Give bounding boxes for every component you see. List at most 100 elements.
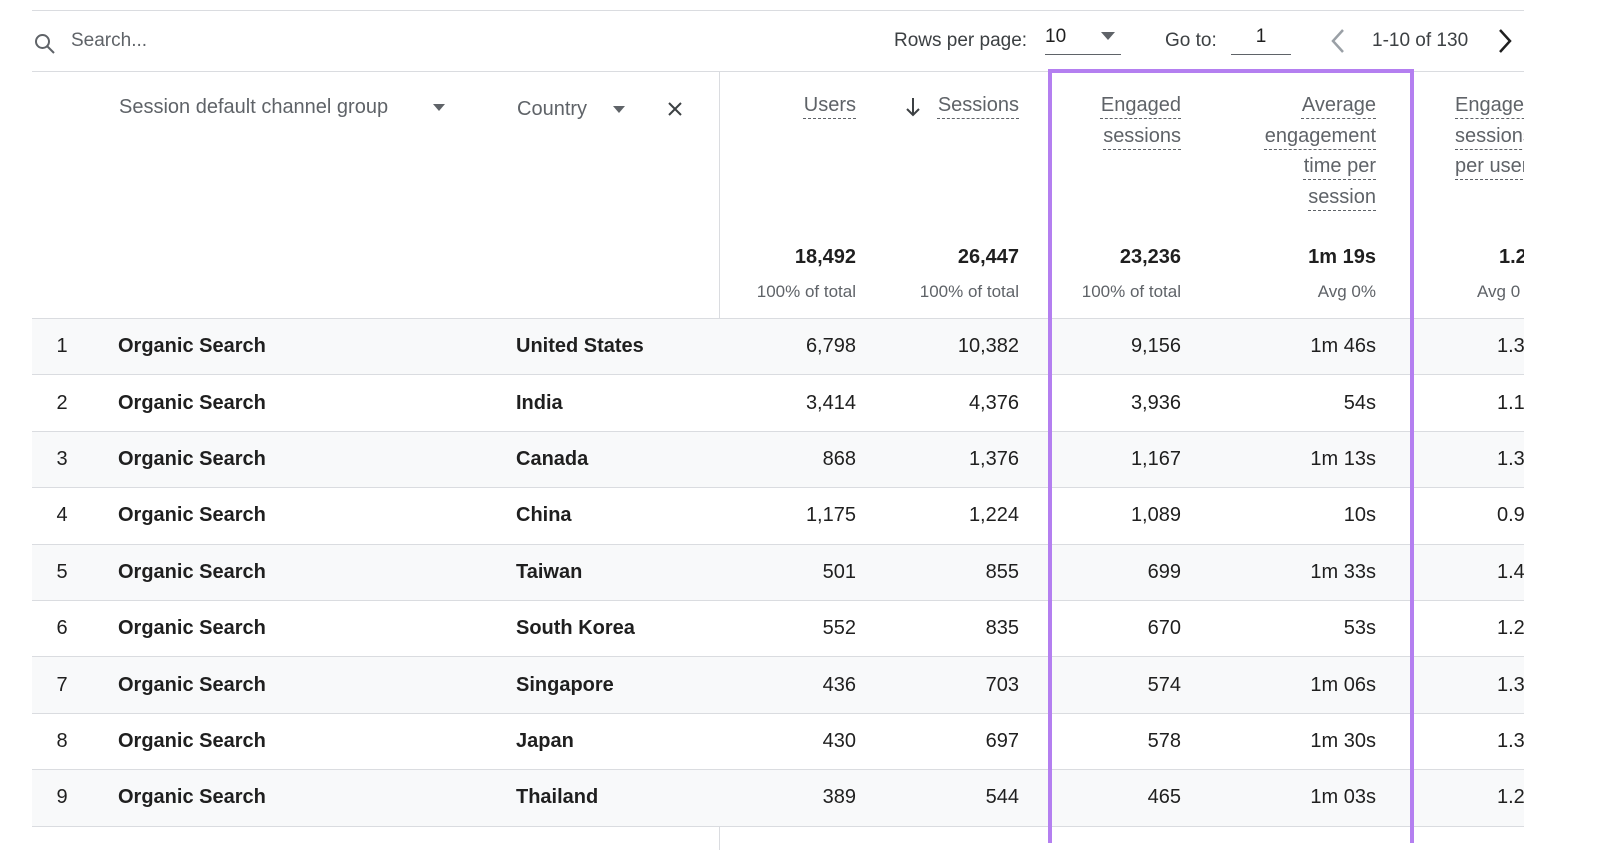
dimension-cell: Thailand (516, 786, 599, 809)
dimension-cell: Canada (516, 448, 589, 470)
search-icon (35, 34, 55, 54)
table-row[interactable] (32, 713, 1524, 771)
metric-cell: 465 (1147, 786, 1181, 809)
table-row[interactable] (32, 544, 1524, 601)
table-row[interactable] (32, 375, 1524, 432)
total-value: 23,236 (1119, 246, 1181, 268)
metric-cell: 1.2 (1497, 617, 1524, 640)
table-row[interactable] (32, 488, 1524, 545)
dimension-cell: Organic Search (118, 617, 266, 640)
metric-cell: 699 (1147, 560, 1181, 583)
total-note: 100% of total (919, 282, 1019, 301)
go-to-input[interactable]: 1 (1231, 26, 1291, 55)
metric-cell: 574 (1147, 673, 1181, 696)
column-header[interactable]: Engaged sessions (1081, 90, 1181, 151)
highlight-box (1048, 69, 1414, 843)
metric-cell: 1m 33s (1310, 560, 1376, 583)
row-index: 6 (56, 617, 68, 640)
metric-cell: 1.3 (1497, 730, 1524, 752)
table-row[interactable] (32, 770, 1524, 827)
divider (32, 10, 1524, 11)
header-label: Sessions (937, 94, 1019, 116)
dimension-cell: Organic Search (118, 786, 266, 809)
row-index: 7 (56, 673, 68, 696)
dimension-cell: Organic Search (118, 673, 266, 696)
metric-cell: 868 (822, 448, 856, 470)
row-index: 4 (56, 504, 68, 527)
prev-page[interactable] (1330, 28, 1346, 54)
column-header[interactable]: Session default channel group (119, 96, 389, 118)
metric-cell: 835 (985, 617, 1019, 640)
table-row[interactable] (32, 319, 1524, 376)
sort-icon (906, 98, 920, 117)
metric-cell: 0.9 (1497, 504, 1524, 527)
dropdown-arrow[interactable] (433, 104, 445, 111)
dimension-cell: Organic Search (118, 335, 266, 358)
table-row[interactable] (32, 431, 1524, 489)
column-header[interactable]: Sessions (919, 90, 1019, 121)
dimension-cell: Singapore (516, 673, 614, 696)
metric-cell: 436 (822, 673, 856, 696)
header-label: Engaged sessions (1100, 94, 1181, 147)
dimension-cell: United States (516, 335, 644, 358)
table-row[interactable] (32, 601, 1524, 658)
column-header[interactable]: Country (517, 98, 588, 120)
table-row[interactable] (32, 657, 1524, 714)
row-index: 1 (56, 335, 68, 358)
metric-cell: 54s (1343, 391, 1376, 414)
metric-cell: 855 (985, 560, 1019, 583)
metric-cell: 1.3 (1497, 448, 1524, 470)
rows-per-page-value: 10 (1045, 26, 1067, 47)
dropdown-arrow[interactable] (613, 106, 625, 113)
column-header[interactable]: Users (736, 90, 856, 121)
metric-cell: 1.3 (1497, 335, 1524, 358)
row-index: 3 (56, 448, 68, 470)
metric-cell: 501 (822, 560, 856, 583)
row-index: 9 (56, 786, 68, 809)
row-index: 5 (56, 560, 68, 583)
metric-cell: 1m 46s (1310, 335, 1376, 358)
remove-dimension[interactable] (667, 101, 683, 117)
dimension-cell: Organic Search (118, 391, 266, 414)
metric-cell: 1.3 (1497, 673, 1524, 696)
metric-cell: 697 (985, 730, 1019, 752)
metric-cell: 389 (822, 786, 856, 809)
metric-cell: 1m 06s (1310, 673, 1376, 696)
next-page[interactable] (1497, 28, 1513, 54)
total-note: Avg 0% (1317, 282, 1376, 301)
dimension-cell: Organic Search (118, 560, 266, 583)
dropdown-arrow (1101, 32, 1115, 40)
metric-cell: 9,156 (1130, 335, 1181, 358)
dimension-cell: South Korea (516, 617, 635, 640)
metric-cell: 703 (985, 673, 1019, 696)
metric-cell: 1.2 (1497, 786, 1524, 809)
metric-cell: 552 (822, 617, 856, 640)
go-to-label: Go to: (1165, 30, 1217, 51)
metric-cell: 578 (1147, 730, 1181, 752)
dimension-cell: India (516, 391, 563, 414)
metric-cell: 670 (1147, 617, 1181, 640)
header-label: Engaged sessions per user (1455, 94, 1524, 177)
header-label: Users (803, 94, 856, 116)
metric-cell: 1,167 (1130, 448, 1181, 470)
metric-cell: 1,089 (1130, 504, 1181, 527)
row-index: 8 (56, 730, 68, 752)
divider (32, 71, 1524, 72)
search-input[interactable]: Search... (71, 30, 148, 51)
metric-cell: 544 (985, 786, 1019, 809)
metric-cell: 6,798 (805, 335, 856, 358)
metric-cell: 1m 30s (1310, 730, 1376, 752)
column-header[interactable]: Engaged sessions per user (1455, 90, 1524, 182)
row-index: 2 (56, 391, 68, 414)
rows-per-page-select[interactable]: 10 (1045, 26, 1121, 55)
total-note: 100% of total (756, 282, 856, 301)
divider (32, 318, 1524, 319)
metric-cell: 3,414 (805, 391, 856, 414)
metric-cell: 1.4 (1497, 560, 1524, 583)
metric-cell: 10,382 (957, 335, 1019, 358)
rows-per-page-label: Rows per page: (894, 30, 1028, 51)
column-header[interactable]: Average engagement time per session (1246, 90, 1376, 212)
total-value: 1.2 (1499, 246, 1524, 268)
metric-cell: 10s (1343, 504, 1376, 527)
metric-cell: 1m 03s (1310, 786, 1376, 809)
